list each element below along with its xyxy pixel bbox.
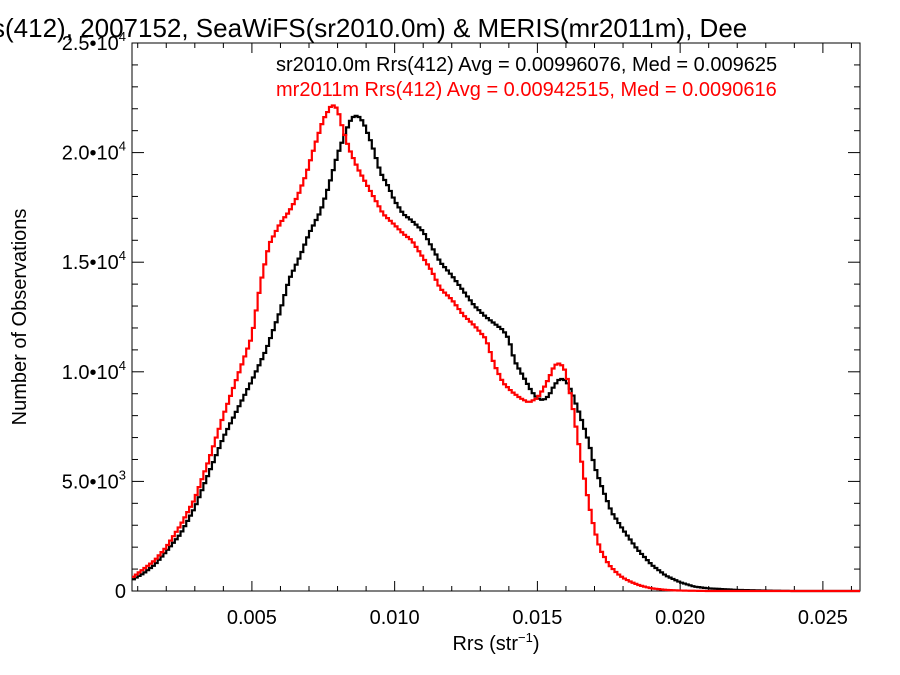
axis-ticks	[132, 42, 860, 592]
x-axis-label-text: Rrs (str	[452, 633, 518, 655]
x-tick-label: 0.025	[798, 607, 848, 629]
y-tick-label: 2.0•104	[62, 139, 126, 165]
y-tick-labels: 0 5.0•103 1.0•104 1.5•104 2.0•104 2.5•104	[62, 29, 126, 603]
series-lines	[132, 104, 860, 593]
x-axis-label-exponent: −1	[518, 630, 533, 645]
y-tick-label: 2.5•104	[62, 29, 126, 55]
x-axis-label-close: )	[533, 633, 540, 655]
y-axis-label: Number of Observations	[9, 209, 31, 426]
y-tick-label: 1.5•104	[62, 248, 126, 274]
x-tick-label: 0.005	[227, 607, 277, 629]
x-tick-label: 0.015	[512, 607, 562, 629]
legend-entry-mr2011: mr2011m Rrs(412) Avg = 0.00942515, Med =…	[276, 79, 777, 101]
legend-entry-sr2010: sr2010.0m Rrs(412) Avg = 0.00996076, Med…	[276, 54, 777, 76]
chart-title: s(412), 2007152, SeaWiFS(sr2010.0m) & ME…	[0, 13, 747, 43]
series-line-sr2010	[132, 114, 860, 593]
x-tick-label: 0.020	[655, 607, 705, 629]
plot-frame	[131, 42, 861, 592]
y-tick-label: 5.0•103	[62, 467, 126, 493]
x-tick-label: 0.010	[370, 607, 420, 629]
series-line-mr2011	[132, 104, 860, 593]
y-tick-label: 1.0•104	[62, 358, 126, 384]
y-tick-label: 0	[115, 581, 126, 603]
x-tick-labels: 0.005 0.010 0.015 0.020 0.025	[227, 607, 848, 629]
x-axis-label: Rrs (str−1)	[452, 630, 539, 655]
